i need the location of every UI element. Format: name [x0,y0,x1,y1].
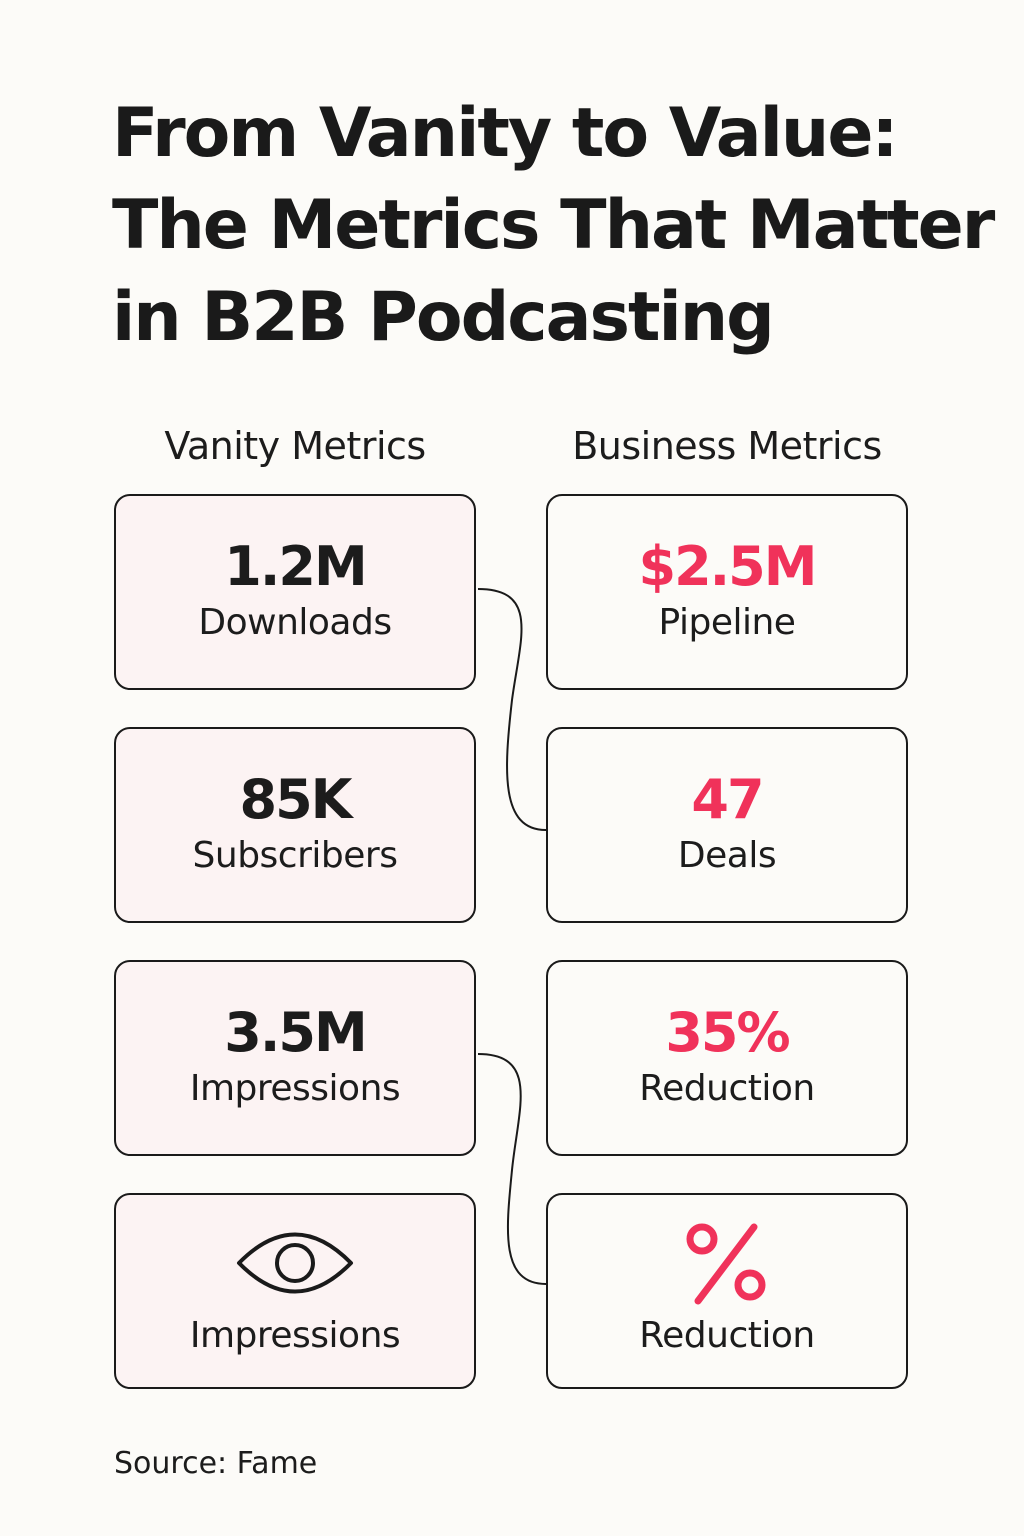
connector-impressions-to-reduction [477,1053,547,1285]
metric-value: 47 [691,768,764,831]
metric-value: 1.2M [224,535,367,598]
percent-icon [684,1221,770,1305]
metric-label: Impressions [189,1315,401,1356]
metric-value: $2.5M [638,535,818,598]
metric-label: Deals [677,835,777,876]
metric-value: 3.5M [224,1001,367,1064]
business-card-pipeline: $2.5M Pipeline [546,494,908,690]
metric-label: Downloads [198,602,392,643]
business-card-reduction-icon: Reduction [546,1193,908,1389]
connector-downloads-to-deals [477,588,547,831]
metric-label: Impressions [189,1068,401,1109]
vanity-card-subscribers: 85K Subscribers [114,727,476,923]
metric-value: 35% [665,1001,790,1064]
source-note: Source: Fame [114,1446,318,1481]
metric-label: Pipeline [658,602,796,643]
metric-value: 85K [239,768,353,831]
business-card-reduction: 35% Reduction [546,960,908,1156]
title-line-2: The Metrics That Matter [112,186,995,265]
eye-icon [235,1221,355,1305]
vanity-card-impressions-icon: Impressions [114,1193,476,1389]
vanity-card-impressions: 3.5M Impressions [114,960,476,1156]
metric-label: Reduction [639,1068,815,1109]
title-line-3: in B2B Podcasting [112,278,775,357]
vanity-card-downloads: 1.2M Downloads [114,494,476,690]
business-metrics-header: Business Metrics [572,424,882,468]
business-card-deals: 47 Deals [546,727,908,923]
metric-label: Reduction [639,1315,815,1356]
vanity-metrics-header: Vanity Metrics [164,424,426,468]
page-title: From Vanity to Value: The Metrics That M… [112,88,1002,364]
metric-label: Subscribers [192,835,398,876]
title-line-1: From Vanity to Value: [112,94,899,173]
